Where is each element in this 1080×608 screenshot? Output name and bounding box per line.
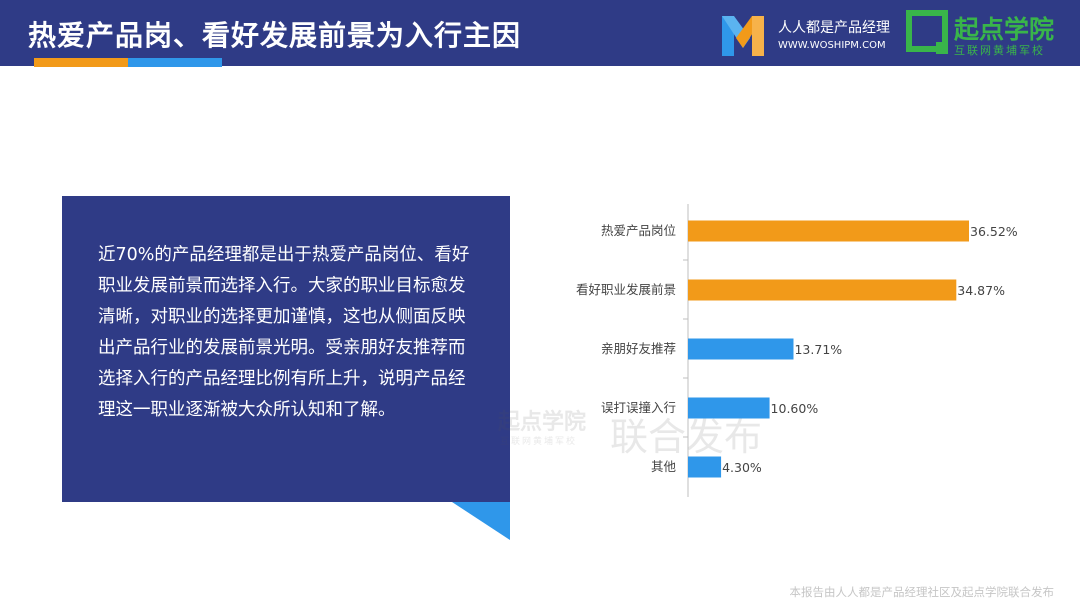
bar [688, 456, 722, 478]
category-label: 亲朋好友推荐 [601, 341, 676, 356]
category-label: 热爱产品岗位 [601, 223, 676, 238]
bar [688, 220, 969, 242]
category-label: 其他 [651, 459, 677, 474]
qidian-brand[interactable]: 起点学院 互联网黄埔军校 [906, 8, 1076, 60]
value-label: 10.60% [771, 401, 819, 416]
page-title: 热爱产品岗、看好发展前景为入行主因 [28, 19, 522, 52]
qidian-name: 起点学院 [954, 15, 1055, 44]
title-underline-blue [128, 58, 222, 67]
woshipm-name: 人人都是产品经理 [778, 20, 890, 36]
woshipm-url: WWW.WOSHIPM.COM [778, 40, 886, 51]
footer-note: 本报告由人人都是产品经理社区及起点学院联合发布 [789, 585, 1055, 599]
value-label: 4.30% [722, 460, 762, 475]
bar [688, 397, 770, 419]
bar [688, 338, 794, 360]
category-label: 看好职业发展前景 [576, 282, 676, 297]
category-label: 误打误撞入行 [601, 400, 676, 415]
textbox-corner-triangle [452, 502, 510, 540]
summary-textbox: 近70%的产品经理都是出于热爱产品岗位、看好职业发展前景而选择入行。大家的职业目… [62, 196, 510, 502]
woshipm-logo-icon [722, 16, 764, 56]
header-bar: 热爱产品岗、看好发展前景为入行主因 人人都是产品经理 WWW.WOSHIPM.C… [0, 0, 1080, 67]
qidian-slogan: 互联网黄埔军校 [954, 44, 1045, 57]
value-label: 34.87% [957, 283, 1005, 298]
value-label: 36.52% [970, 224, 1018, 239]
woshipm-brand[interactable]: 人人都是产品经理 WWW.WOSHIPM.COM [720, 12, 920, 58]
value-label: 13.71% [794, 342, 842, 357]
bar [688, 279, 957, 301]
qidian-logo-icon [906, 10, 948, 54]
bar-chart: 热爱产品岗位 36.52% 看好职业发展前景 34.87% 亲朋好友推荐 13.71% 误打… [576, 204, 1018, 497]
title-underline-orange [34, 58, 128, 67]
summary-text: 近70%的产品经理都是出于热爱产品岗位、看好职业发展前景而选择入行。大家的职业目… [98, 245, 470, 420]
